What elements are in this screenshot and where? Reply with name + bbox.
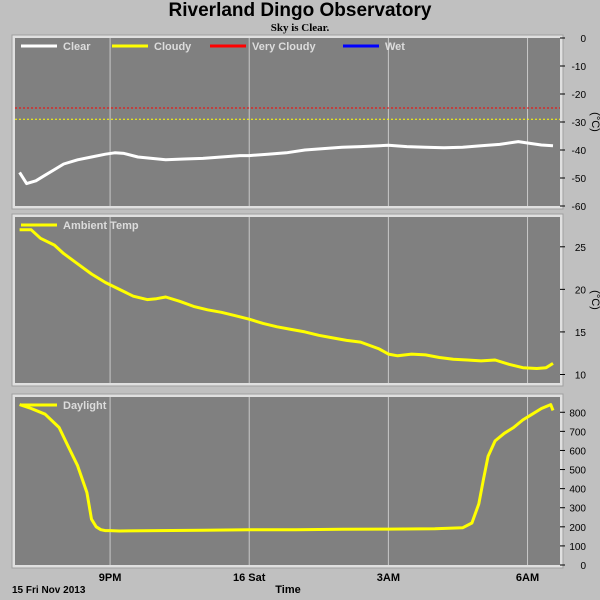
legend-label: Wet [385,41,405,53]
y-tick-label: -10 [572,62,587,73]
x-tick-label: 16 Sat [233,572,266,584]
y-tick-label: 700 [569,427,586,438]
y-tick-label: 100 [569,542,586,553]
y-tick-label: 800 [569,408,586,419]
y-tick-label: -60 [572,202,587,213]
y-tick-label: -30 [572,118,587,129]
x-tick-label: 9PM [99,572,122,584]
y-tick-label: 500 [569,466,586,477]
series-line [19,403,555,533]
plot-area [15,38,560,206]
legend-label: Cloudy [154,41,192,53]
legend-label: Ambient Temp [63,220,139,232]
page-title: Riverland Dingo Observatory [168,0,432,21]
y-tick-label: 300 [569,504,586,515]
y-tick-label: 600 [569,446,586,457]
x-axis-label: Time [275,584,300,596]
sky-status-subtitle: Sky is Clear. [270,22,330,34]
y-tick-label: 400 [569,485,586,496]
y-tick-label: -50 [572,174,587,185]
y-axis-unit-label: (°C) [589,290,600,310]
plot-area [15,397,560,565]
y-tick-label: 0 [580,34,586,45]
y-tick-label: 0 [580,561,586,572]
y-tick-label: -40 [572,146,587,157]
date-label: 15 Fri Nov 2013 [12,585,86,596]
ambient-temp-panel: 25 20 15 10 (°C) Ambient Temp [11,213,600,387]
y-axis-unit-label: (°C) [589,112,600,132]
legend-label: Clear [63,41,91,53]
y-tick-label: 15 [575,328,587,339]
y-tick-label: -20 [572,90,587,101]
x-tick-label: 6AM [516,572,539,584]
sky-temp-panel: 0 -10 -20 -30 -40 -50 -60 (°C) Clear Cloudy Very C… [11,34,600,213]
y-tick-label: 20 [575,285,587,296]
y-tick-label: 25 [575,243,587,254]
plot-area [15,217,560,383]
y-tick-label: 200 [569,523,586,534]
series-line [18,140,554,186]
legend-label: Very Cloudy [252,41,316,53]
daylight-panel: 0 100 200 300 400 500 600 700 800 Daylight [11,393,586,572]
y-tick-label: 10 [575,370,587,381]
legend-label: Daylight [63,400,107,412]
x-tick-label: 3AM [377,572,400,584]
series-line [19,228,554,370]
